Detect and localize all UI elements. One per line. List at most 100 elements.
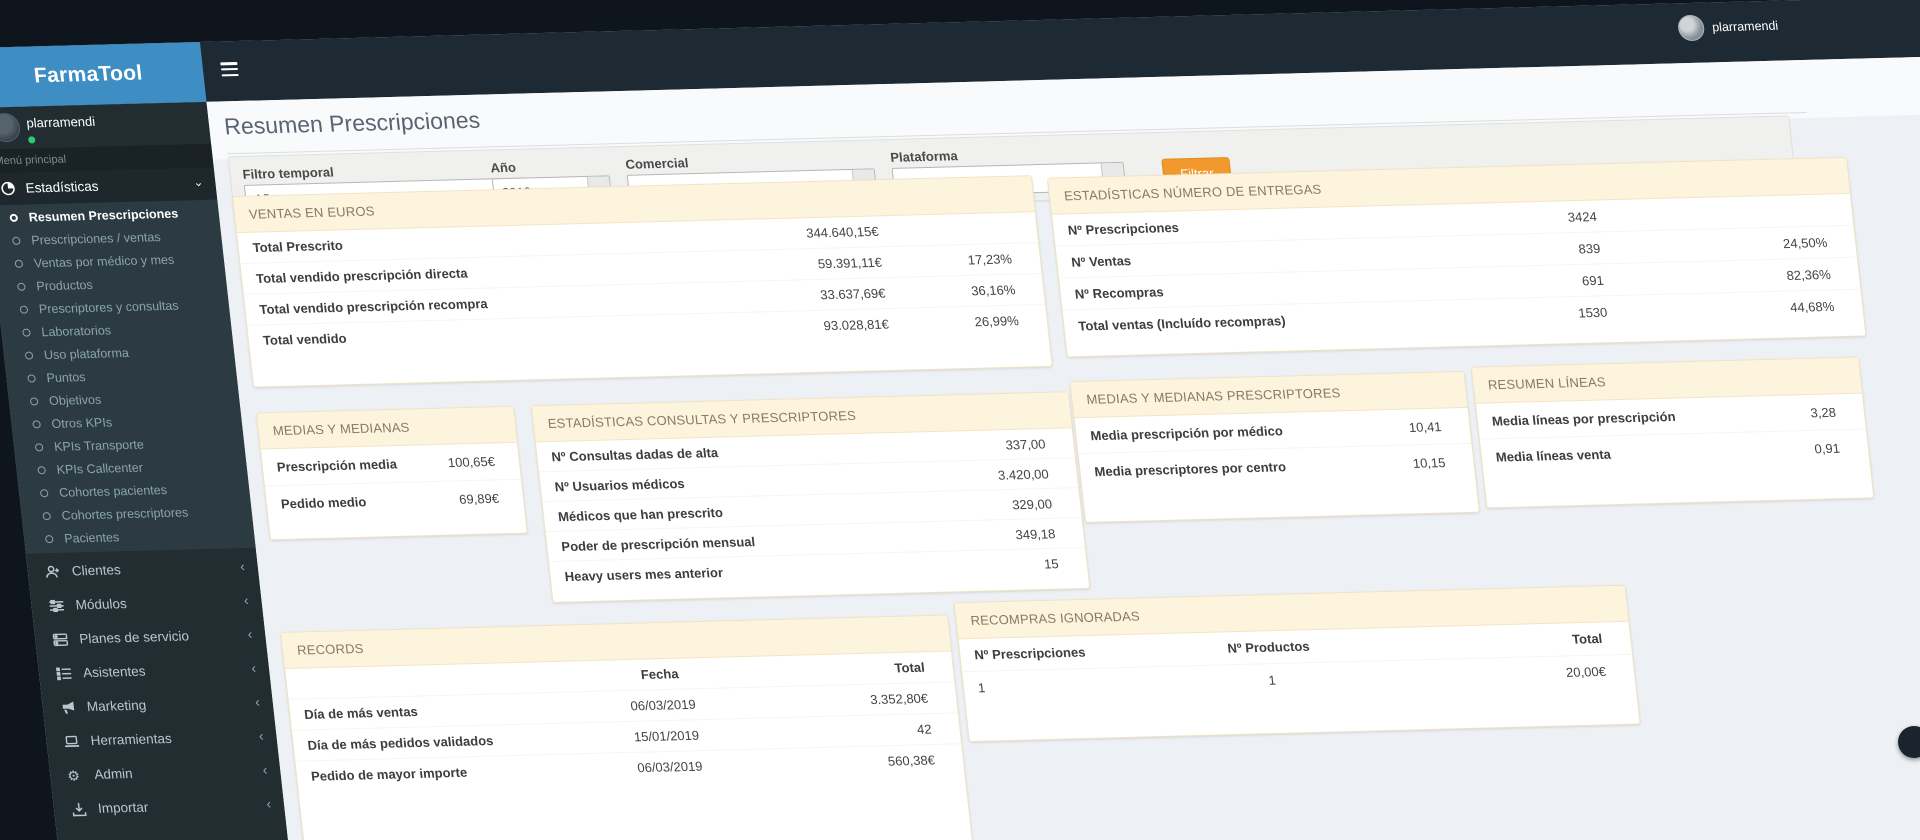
stat-label: Nº Ventas [1070, 252, 1132, 270]
user-menu[interactable]: plarramendi [1676, 11, 1780, 44]
sidebar-item-marketing[interactable]: Marketing ‹ [41, 685, 275, 725]
row-label: Día de más ventas [303, 704, 419, 722]
circle-icon [14, 259, 24, 268]
row-fecha: 06/03/2019 [629, 696, 697, 714]
circle-icon [27, 374, 36, 383]
stat-value: 59.391,11€ [816, 254, 883, 272]
submenu-item-label: Productos [35, 277, 94, 294]
sliders-icon [48, 598, 66, 614]
submenu-item-label: Laboratorios [40, 323, 112, 340]
card-records: RECORDS Fecha Total Día de más ventas 06/… [280, 614, 977, 840]
sidebar-item-label: Asistentes [82, 663, 147, 681]
stat-label: Media líneas por prescripción [1491, 408, 1677, 429]
stat-value: 3,28 [1809, 404, 1837, 420]
stat-value: 691 [1581, 272, 1605, 288]
chevron-left-icon: ‹ [250, 659, 257, 676]
stat-value: 3.420,00 [997, 465, 1050, 483]
stat-value: 1530 [1577, 304, 1609, 320]
column-header-productos: Nº Productos [1226, 638, 1311, 656]
card-consultas-prescriptores: ESTADÍSTICAS CONSULTAS Y PRESCRIPTORES N… [530, 391, 1091, 603]
stat-label: Media prescriptores por centro [1093, 458, 1287, 479]
app-logo[interactable]: FarmaTool [0, 41, 207, 108]
stat-value: 69,89€ [458, 490, 500, 507]
online-status-icon [27, 136, 36, 144]
circle-icon [24, 351, 34, 360]
stat-value: 93.028,81€ [822, 316, 890, 334]
filter-label: Año [489, 159, 517, 176]
stat-value: 3424 [1566, 208, 1598, 225]
stat-percent: 36,16% [970, 282, 1017, 299]
card-resumen-lineas: RESUMEN LÍNEAS Media líneas por prescrip… [1470, 356, 1875, 509]
chevron-left-icon: ‹ [261, 761, 269, 778]
circle-icon [44, 534, 54, 544]
stat-label: Nº Usuarios médicos [553, 475, 686, 494]
stat-row: Pedido medio 69,89€ [265, 480, 525, 523]
stat-label: Total Prescrito [251, 237, 344, 256]
sidebar-item-asistentes[interactable]: Asistentes ‹ [37, 651, 271, 691]
sidebar-item-label: Marketing [86, 697, 147, 715]
sidebar-user-panel[interactable]: plarramendi [0, 102, 211, 150]
sidebar-item-label: Planes de servicio [78, 628, 190, 647]
sidebar-item-label: Admin [93, 766, 134, 782]
sidebar-item-m-dulos[interactable]: Módulos ‹ [30, 584, 264, 624]
chevron-left-icon: ‹ [246, 625, 254, 642]
card-estadisticas-entregas: ESTADÍSTICAS NÚMERO DE ENTREGAS Nº Presc… [1047, 156, 1867, 358]
sidebar-toggle-icon[interactable] [220, 62, 240, 78]
sidebar-main-menu: Clientes ‹ Módulos ‹ Planes de servicio ‹ Asis… [26, 550, 286, 827]
row-total: 20,00€ [1565, 663, 1607, 680]
sidebar-item-label: Importar [97, 799, 150, 816]
circle-icon [9, 213, 19, 223]
stat-label: Total ventas (Incluído recompras) [1077, 312, 1287, 334]
sidebar-avatar [0, 112, 22, 143]
submenu-item-label: Prescriptores y consultas [38, 298, 180, 317]
chevron-down-icon: ⌄ [192, 174, 205, 190]
column-header-total: Total [893, 659, 926, 676]
sidebar-item-clientes[interactable]: Clientes ‹ [26, 550, 260, 590]
sidebar: plarramendi Menú principal Estadísticas … [0, 101, 304, 840]
stat-value: 839 [1577, 240, 1601, 256]
submenu-item[interactable]: Pacientes [23, 523, 255, 552]
submenu-item-label: Resumen Prescripciones [28, 206, 179, 225]
select-value [893, 163, 1124, 175]
stat-value: 33.637,69€ [819, 285, 887, 303]
stat-label: Prescripción media [276, 456, 398, 475]
stat-percent: 82,36% [1785, 266, 1832, 283]
sidebar-item-label: Herramientas [89, 730, 173, 749]
megaphone-icon [59, 699, 77, 715]
circle-icon [16, 282, 26, 291]
stat-label: Nº Recompras [1074, 283, 1165, 302]
submenu-item-label: Uso plataforma [43, 345, 130, 363]
submenu-item-label: Objetivos [48, 392, 102, 409]
sidebar-item-planes-de-servicio[interactable]: Planes de servicio ‹ [34, 618, 268, 658]
stat-percent: 26,99% [973, 313, 1020, 330]
circle-icon [19, 305, 29, 314]
stat-label: Nº Prescripciones [1066, 219, 1180, 238]
circle-icon [32, 420, 42, 429]
server-icon [52, 632, 70, 648]
row-total: 42 [916, 721, 933, 737]
circle-icon [39, 489, 49, 498]
row-label: Día de más pedidos validados [306, 733, 495, 753]
floating-widget-button[interactable] [1898, 726, 1920, 758]
stat-value: 10,15 [1411, 454, 1447, 471]
estadisticas-submenu: Resumen Prescripciones Prescripciones / v… [0, 199, 256, 554]
row-total: 3.352,80€ [869, 690, 929, 708]
chevron-left-icon: ‹ [254, 693, 261, 710]
ordered-list-icon [55, 666, 73, 682]
submenu-item-label: KPIs Callcenter [55, 460, 144, 477]
sidebar-item-label: Clientes [71, 562, 122, 579]
sidebar-item-importar[interactable]: Importar ‹ [52, 787, 286, 827]
column-header-fecha: Fecha [640, 666, 680, 683]
row-fecha: 15/01/2019 [633, 727, 700, 745]
stat-value: 10,41 [1408, 418, 1443, 435]
stat-label: Media líneas venta [1495, 446, 1612, 465]
chevron-left-icon: ‹ [239, 558, 246, 575]
chart-pie-icon [0, 181, 17, 201]
stat-label: Pedido medio [280, 494, 368, 512]
stat-value: 0,91 [1813, 440, 1841, 456]
sidebar-item-estadisticas[interactable]: Estadísticas ⌄ [0, 167, 218, 206]
chevron-left-icon: ‹ [242, 591, 250, 609]
sidebar-item-label: Estadísticas [24, 178, 100, 196]
sidebar-item-herramientas[interactable]: Herramientas ‹ [45, 719, 279, 759]
column-header-prescripciones: Nº Prescripciones [973, 644, 1087, 663]
